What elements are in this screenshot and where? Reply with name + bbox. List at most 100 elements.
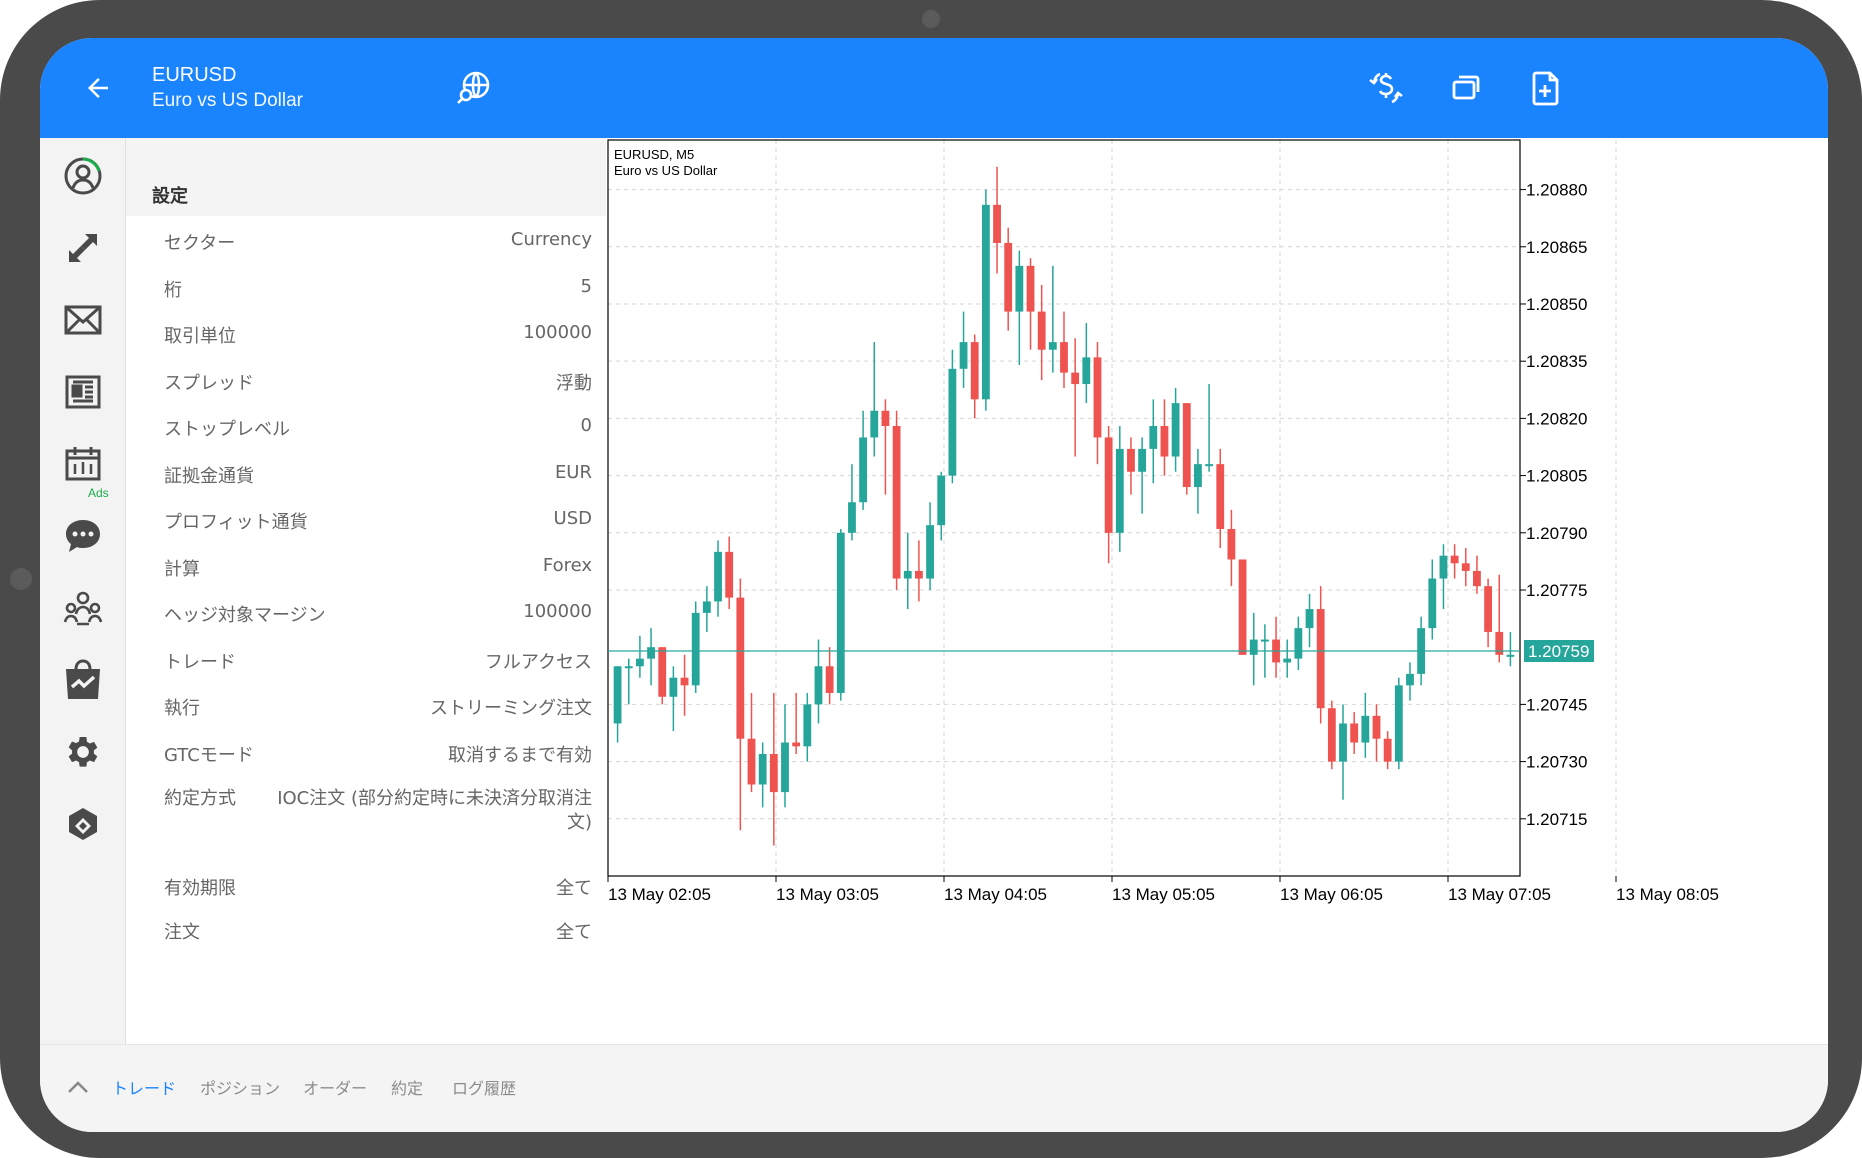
tab-deals[interactable]: 約定 — [391, 1079, 424, 1098]
candle-body — [903, 570, 912, 579]
sidebar-item-chat[interactable] — [40, 506, 126, 566]
candle — [1004, 227, 1013, 331]
candle — [1060, 311, 1068, 388]
candle-body — [859, 437, 868, 503]
tab-history[interactable]: ログ履歴 — [452, 1079, 517, 1098]
candle — [903, 532, 912, 610]
candle-body — [635, 658, 644, 667]
setting-label: GTCモード — [164, 745, 254, 766]
candle-body — [1372, 715, 1381, 739]
new-order-button[interactable] — [1522, 64, 1570, 112]
settings-row: 執行 ストリーミング注文 — [126, 682, 606, 737]
back-button[interactable] — [76, 66, 120, 110]
candle-body — [1171, 403, 1180, 457]
candle — [1194, 448, 1202, 514]
chart-axes: 1.20880 1.20865 1.20850 1.20835 1.20820 1.208… — [607, 139, 1719, 904]
ads-badge: Ads — [88, 486, 109, 500]
candle-body — [803, 704, 812, 747]
candle — [915, 540, 923, 602]
candle-body — [1238, 559, 1247, 655]
candle-body — [825, 666, 834, 693]
setting-label: 執行 — [164, 698, 200, 719]
candle-body — [1138, 448, 1147, 472]
gear-icon — [68, 737, 98, 767]
y-tick-label: 1.20715 — [1526, 810, 1587, 829]
candle-body — [1495, 631, 1504, 655]
sidebar-item-account[interactable] — [40, 146, 126, 206]
setting-value: USD — [553, 508, 592, 529]
candle-body — [1383, 738, 1392, 762]
tab-orders[interactable]: オーダー — [303, 1079, 368, 1098]
settings-row: セクター Currency — [126, 217, 606, 272]
chart-description-label: Euro vs US Dollar — [614, 163, 718, 178]
dollar-exchange-icon — [1369, 72, 1403, 104]
sidebar-item-settings[interactable] — [40, 722, 126, 782]
candle-body — [848, 502, 856, 533]
candle — [1015, 250, 1024, 365]
trade-button[interactable] — [1362, 64, 1410, 112]
sidebar-item-trade[interactable] — [40, 218, 126, 278]
candle-body — [1194, 464, 1202, 488]
y-tick-label: 1.20805 — [1526, 467, 1587, 486]
candle-body — [647, 647, 655, 659]
windows-button[interactable] — [1442, 64, 1490, 112]
candlestick-chart[interactable]: 1.20880 1.20865 1.20850 1.20835 1.20820 1.208… — [606, 138, 1828, 1044]
sidebar-item-news[interactable] — [40, 362, 126, 422]
settings-row: スプレッド 浮動 — [126, 357, 606, 412]
candle — [1115, 426, 1124, 552]
candle — [781, 704, 789, 808]
setting-label: セクター — [164, 233, 236, 254]
settings-row: ストップレベル 0 — [126, 403, 606, 458]
candle-body — [1327, 708, 1336, 762]
sidebar-item-community[interactable] — [40, 578, 126, 638]
candle — [1082, 323, 1091, 404]
candle-body — [1294, 628, 1303, 659]
expand-toolbox-button[interactable] — [58, 1067, 98, 1107]
shopping-bag-icon — [66, 659, 100, 699]
candle — [937, 471, 946, 541]
candle-body — [1205, 464, 1213, 467]
sidebar-item-about[interactable] — [40, 794, 126, 854]
candle — [1071, 338, 1080, 457]
y-tick-label: 1.20745 — [1526, 695, 1587, 714]
symbol-search-button[interactable] — [450, 64, 498, 112]
app-screen: EURUSD Euro vs US Dollar — [40, 38, 1828, 1132]
candle — [647, 628, 655, 686]
price-chart[interactable]: 1.20880 1.20865 1.20850 1.20835 1.20820 1.208… — [606, 138, 1828, 1044]
candle-body — [702, 601, 711, 613]
candle — [669, 666, 678, 732]
chart-candles — [613, 166, 1515, 846]
candle-body — [691, 612, 700, 686]
tab-positions[interactable]: ポジション — [200, 1079, 281, 1098]
candle — [1383, 731, 1392, 770]
candle — [1372, 704, 1381, 762]
settings-row: ヘッジ対象マージン 100000 — [126, 589, 606, 644]
setting-value: 0 — [580, 415, 592, 436]
candle-body — [1082, 357, 1091, 385]
candle — [725, 536, 734, 610]
candle — [1227, 509, 1236, 587]
sidebar-item-mail[interactable] — [40, 290, 126, 350]
newspaper-icon — [65, 375, 101, 409]
sidebar-item-calendar[interactable]: Ads — [40, 434, 126, 500]
candle — [892, 410, 901, 590]
candle-body — [1461, 563, 1470, 571]
setting-label: 計算 — [164, 559, 200, 580]
candle-body — [1439, 555, 1448, 579]
setting-label: スプレッド — [164, 373, 254, 394]
app-header: EURUSD Euro vs US Dollar — [40, 38, 1828, 138]
sidebar-item-market[interactable] — [40, 650, 126, 710]
plot-frame — [607, 139, 1521, 877]
candle-body — [758, 753, 767, 785]
chart-symbol-label: EURUSD, M5 — [614, 147, 694, 162]
candle — [859, 410, 868, 510]
candle-body — [926, 525, 934, 579]
new-document-icon — [1532, 71, 1559, 106]
x-tick-label: 13 May 08:05 — [1616, 885, 1719, 904]
setting-label: 約定方式 — [164, 788, 236, 809]
candle — [1238, 559, 1247, 655]
candle-body — [1216, 464, 1225, 529]
windows-icon — [1452, 75, 1480, 100]
tab-trade[interactable]: トレード — [112, 1079, 177, 1098]
calendar-icon — [65, 447, 101, 481]
